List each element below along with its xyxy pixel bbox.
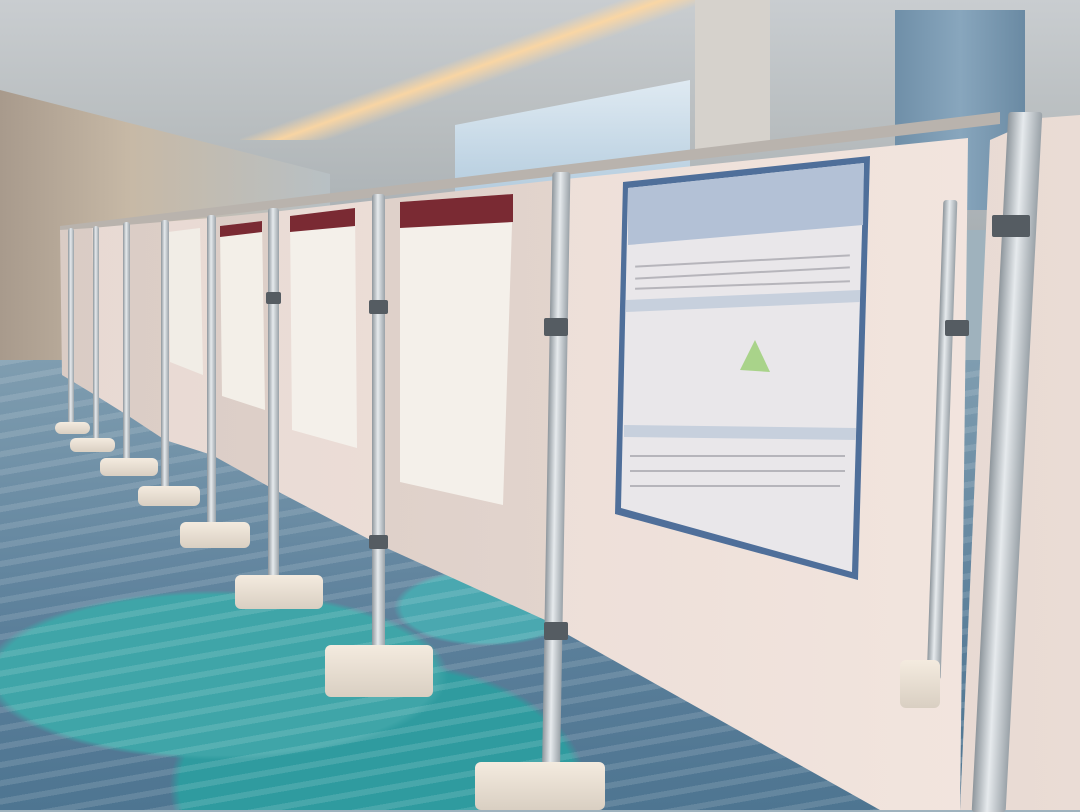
stand-base xyxy=(235,575,323,609)
pole-clamp xyxy=(945,320,969,336)
pole-clamp xyxy=(544,318,568,336)
poster-text xyxy=(630,485,840,487)
stand-pole xyxy=(207,215,216,530)
stand-base xyxy=(900,660,940,708)
pole-clamp xyxy=(369,300,388,314)
pole-clamp xyxy=(544,622,568,640)
stand-pole xyxy=(93,226,99,441)
stand-pole xyxy=(68,228,74,428)
column xyxy=(695,0,770,150)
stand-pole xyxy=(161,220,169,492)
stand-base xyxy=(100,458,158,476)
stand-base xyxy=(70,438,115,452)
stand-base xyxy=(55,422,90,434)
poster-text xyxy=(630,470,845,472)
stand-base xyxy=(180,522,250,548)
stand-pole xyxy=(372,194,385,664)
pole-clamp xyxy=(369,535,388,549)
poster-text xyxy=(630,455,845,457)
stand-base xyxy=(325,645,433,697)
stand-pole xyxy=(123,222,130,462)
pole-clamp xyxy=(992,215,1030,237)
stand-base xyxy=(138,486,200,506)
stand-base xyxy=(475,762,605,810)
pole-clamp xyxy=(266,292,281,304)
stand-pole xyxy=(268,208,279,583)
